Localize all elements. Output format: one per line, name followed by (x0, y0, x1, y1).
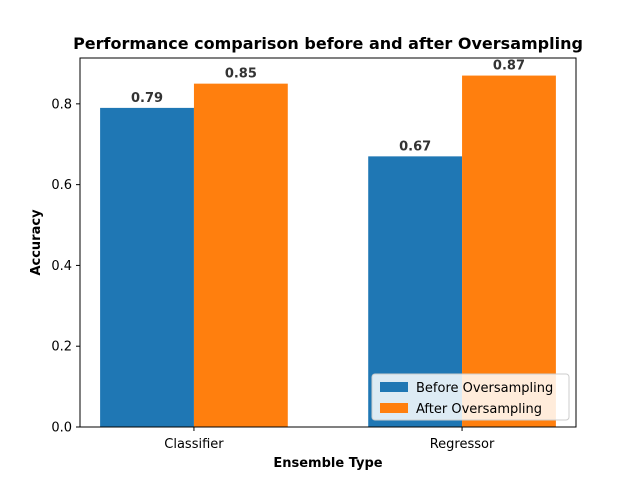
legend-swatch-before (380, 382, 408, 392)
legend: Before Oversampling After Oversampling (371, 373, 570, 421)
x-axis: Classifier Regressor (164, 427, 495, 452)
bar-regressor-after (462, 75, 556, 428)
chart-title: Performance comparison before and after … (73, 34, 583, 53)
y-axis: 0.0 0.2 0.4 0.6 0.8 (51, 97, 80, 436)
y-axis-label: Accuracy (29, 209, 44, 276)
y-tick-label: 0.8 (51, 97, 72, 112)
bar-classifier-after (193, 83, 288, 428)
legend-box (371, 373, 570, 421)
data-label-classifier-after: 0.85 (225, 67, 257, 82)
legend-label-before: Before Oversampling (416, 381, 553, 396)
data-labels-group: 0.79 0.67 0.85 0.87 (131, 59, 525, 155)
y-tick-label: 0.4 (51, 259, 72, 274)
x-tick-label-classifier: Classifier (164, 437, 224, 452)
x-axis-label: Ensemble Type (273, 456, 382, 471)
data-label-classifier-before: 0.79 (131, 91, 163, 106)
legend-label-after: After Oversampling (416, 402, 542, 417)
plot-frame (79, 57, 577, 428)
data-label-regressor-before: 0.67 (399, 139, 431, 154)
data-label-regressor-after: 0.87 (493, 59, 525, 74)
bar-classifier-before (100, 107, 194, 428)
y-tick-label: 0.6 (51, 178, 72, 193)
legend-swatch-after (380, 403, 408, 413)
x-tick-label-regressor: Regressor (430, 437, 495, 452)
y-tick-label: 0.0 (51, 421, 72, 436)
y-tick-label: 0.2 (51, 340, 72, 355)
bars-group (100, 75, 556, 428)
